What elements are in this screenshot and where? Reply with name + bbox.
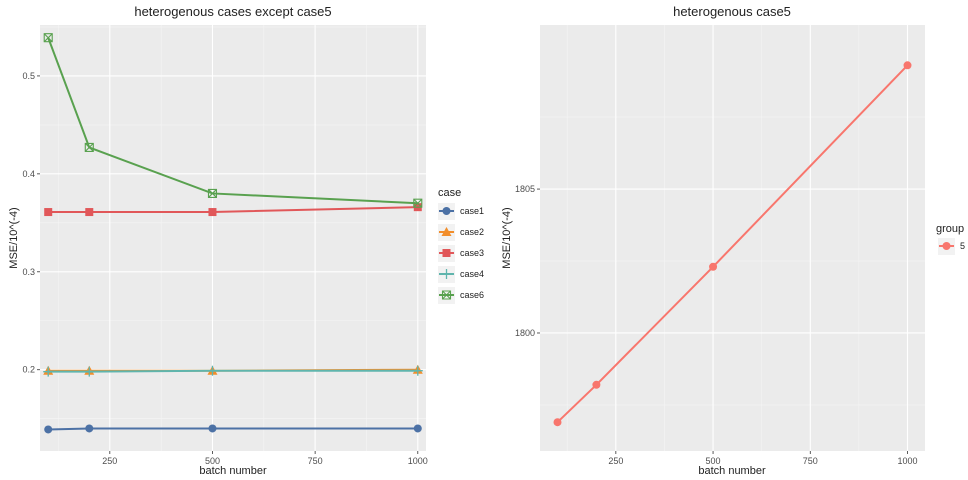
data-point-case3 — [85, 208, 94, 217]
right-grid — [540, 25, 925, 451]
legend-key-marker-5 — [942, 242, 951, 250]
right-y-axis-title: MSE/10^(-4) — [501, 207, 513, 268]
right-chart: 250 500 750 1000 1800 1805 heterogenous case5… — [501, 4, 965, 477]
data-point-case4 — [43, 366, 54, 377]
x-tick-label: 1000 — [408, 456, 428, 466]
y-tick-label: 0.2 — [22, 365, 35, 375]
data-point-case4 — [84, 366, 95, 377]
data-point-case4 — [207, 365, 218, 376]
data-point-case6 — [207, 188, 218, 198]
series-line-case1 — [48, 427, 418, 431]
legend-label-5: 5 — [960, 241, 965, 251]
x-tick-label: 500 — [706, 456, 721, 466]
data-point-5 — [553, 418, 562, 427]
x-tick-label: 750 — [308, 456, 323, 466]
x-tick-label: 750 — [803, 456, 818, 466]
data-point-case1 — [85, 424, 94, 433]
left-chart: 250 500 750 1000 0.2 0.3 0.4 0.5 heterogenous c… — [8, 4, 484, 477]
y-tick-label: 0.5 — [22, 71, 35, 81]
legend-label-case1: case1 — [460, 206, 484, 216]
y-tick-label: 1805 — [515, 184, 535, 194]
data-point-case1 — [44, 425, 53, 434]
data-point-case6 — [413, 198, 423, 208]
left-y-axis-title: MSE/10^(-4) — [8, 207, 20, 268]
y-tick-label: 1800 — [515, 328, 535, 338]
legend-label-case6: case6 — [460, 290, 484, 300]
data-point-case3 — [208, 208, 217, 217]
y-tick-label: 0.3 — [22, 267, 35, 277]
left-legend: case case1 case2 case3 case4 case6 — [438, 187, 484, 304]
legend-key-marker-case1 — [442, 207, 451, 215]
data-point-case3 — [44, 208, 53, 217]
data-point-5 — [903, 61, 912, 70]
data-point-case1 — [413, 424, 422, 433]
left-x-axis-title: batch number — [199, 465, 267, 477]
legend-label-case3: case3 — [460, 248, 484, 258]
data-point-case6 — [84, 142, 94, 152]
series-line-case6 — [47, 37, 418, 205]
y-tick-label: 0.4 — [22, 169, 35, 179]
data-point-case4 — [412, 365, 423, 376]
right-chart-title: heterogenous case5 — [673, 4, 791, 19]
right-legend-title: group — [936, 223, 964, 235]
legend-key-marker-case2 — [441, 227, 452, 236]
right-x-axis-title: batch number — [698, 465, 766, 477]
legend-label-case4: case4 — [460, 269, 484, 279]
legend-key-marker-case3 — [442, 249, 451, 257]
series-line-5 — [556, 64, 909, 423]
right-plot-panel — [540, 25, 925, 451]
series-line-case4 — [48, 369, 418, 373]
data-point-5 — [592, 380, 601, 389]
left-plot-panel — [40, 25, 426, 451]
legend-key-marker-case6 — [441, 290, 452, 300]
x-tick-label: 250 — [608, 456, 623, 466]
right-ticks: 250 500 750 1000 1800 1805 — [515, 184, 918, 466]
data-point-case6 — [43, 33, 53, 43]
data-point-5 — [709, 262, 718, 271]
left-ticks: 250 500 750 1000 0.2 0.3 0.4 0.5 — [22, 71, 427, 466]
x-tick-label: 250 — [102, 456, 117, 466]
left-series — [43, 33, 423, 434]
right-legend: group 5 — [936, 223, 965, 255]
series-line-case3 — [48, 206, 418, 214]
x-tick-label: 1000 — [897, 456, 917, 466]
data-point-case1 — [208, 424, 217, 433]
right-series — [553, 61, 912, 427]
left-chart-title: heterogenous cases except case5 — [134, 4, 331, 19]
left-legend-title: case — [438, 187, 461, 199]
legend-label-case2: case2 — [460, 227, 484, 237]
x-tick-label: 500 — [205, 456, 220, 466]
legend-key-marker-case4 — [441, 269, 452, 279]
